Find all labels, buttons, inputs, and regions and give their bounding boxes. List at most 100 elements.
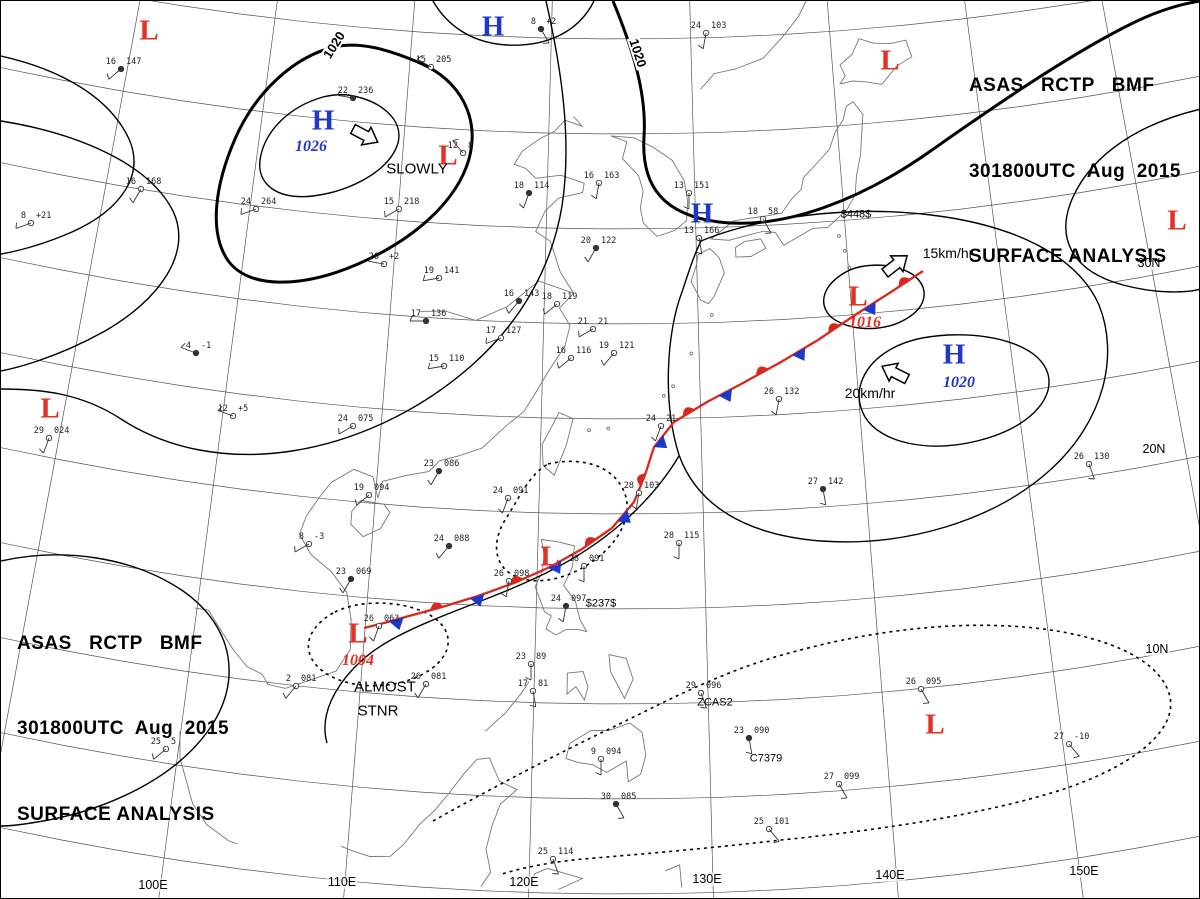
wind-barb-tick xyxy=(414,692,419,699)
wind-barb-tick xyxy=(525,677,532,681)
island-dot xyxy=(587,428,591,433)
station-plot: 27 099 xyxy=(824,772,859,799)
wind-barb-tick xyxy=(695,251,702,255)
stationary-front xyxy=(363,270,924,631)
island-dot xyxy=(671,384,675,389)
wind-barb xyxy=(217,410,234,417)
station-temperature: 19 xyxy=(424,266,434,276)
station-temperature: 24 xyxy=(646,414,656,424)
wind-barb xyxy=(15,222,32,229)
wind-barb xyxy=(532,690,537,707)
coastline-luzon xyxy=(534,538,588,636)
station-plot: 30 085 xyxy=(601,792,636,819)
wind-barb xyxy=(544,303,558,315)
station-pressure: 115 xyxy=(684,531,699,541)
wind-barb-tick xyxy=(485,337,487,344)
station-pressure: 21 xyxy=(598,317,608,327)
wind-barb xyxy=(285,685,297,699)
station-temperature: 25 xyxy=(754,817,764,827)
wind-barb-tick xyxy=(15,222,17,229)
station-pressure: 127 xyxy=(506,326,521,336)
front-warm-marker xyxy=(756,366,769,376)
station-pressure: 096 xyxy=(706,681,721,691)
station-temperature: 17 xyxy=(486,326,496,336)
station-pressure: 094 xyxy=(374,483,389,493)
station-pressure: 122 xyxy=(601,236,616,246)
station-plot: 28 091 xyxy=(569,554,604,583)
wind-barb-tick xyxy=(427,479,432,486)
station-plot: 26 130 xyxy=(1074,452,1109,480)
wind-barb-tick xyxy=(840,797,848,799)
wind-barb-tick xyxy=(698,44,704,50)
station-temperature: 24 xyxy=(691,21,701,31)
station-plot: 17 136 xyxy=(409,309,446,325)
wind-barb-tick xyxy=(422,274,426,281)
station-pressure: +21 xyxy=(36,211,51,221)
grid-parallel xyxy=(1,352,1199,420)
station-temperature: 2 xyxy=(286,674,291,684)
wind-barb-tick xyxy=(764,232,772,234)
wind-barb-tick xyxy=(631,504,637,510)
front-warm-marker xyxy=(637,473,646,487)
isobar-left-ridge-b xyxy=(1,55,135,255)
title-line-1: ASAS RCTP BMF xyxy=(968,75,1155,96)
wind-barb xyxy=(822,488,827,505)
station-plot: 28 103 xyxy=(624,481,659,510)
station-plot: 17 127 xyxy=(485,326,521,344)
coastline-honshu xyxy=(709,101,864,246)
station-pressure: 103 xyxy=(711,21,726,31)
station-plot: 25 114 xyxy=(538,847,573,875)
station-plot: 18 114 xyxy=(514,181,549,209)
station-plot: 24 075 xyxy=(338,414,373,435)
coastline-shikoku xyxy=(735,238,767,258)
chart-title-bottom-left: ASAS RCTP BMF 301800UTC Aug 2015 SURFACE… xyxy=(17,573,229,887)
station-plot: 18 119 xyxy=(542,292,577,315)
station-temperature: 13 xyxy=(684,226,694,236)
station-plot: 27 -10 xyxy=(1054,732,1089,759)
station-pressure: 114 xyxy=(558,847,573,857)
station-pressure: 166 xyxy=(704,226,719,236)
station-temperature: 12 xyxy=(448,141,458,151)
front-warm-marker xyxy=(682,407,695,417)
wind-barb-tick xyxy=(552,873,559,875)
front-cold-marker xyxy=(654,435,668,449)
station-plot: 4 -1 xyxy=(180,341,211,357)
wind-barb xyxy=(578,328,594,338)
wind-barb xyxy=(337,94,354,99)
station-plot: 24 091 xyxy=(493,486,528,514)
front-cold-marker xyxy=(389,617,404,631)
wind-barb-tick xyxy=(578,579,585,583)
station-pressure: -10 xyxy=(1074,732,1089,742)
stationary-front-line xyxy=(363,270,924,630)
station-plot: 19 121 xyxy=(599,341,634,366)
isobar-east-oval xyxy=(667,210,1109,543)
station-temperature: 16 xyxy=(556,346,566,356)
isobar-left-ridge-a xyxy=(1,120,180,372)
station-temperature: 12 xyxy=(218,404,228,414)
isobar-front-south xyxy=(324,455,680,744)
island-dot xyxy=(842,248,847,253)
station-plot: 12 8 xyxy=(448,138,473,157)
station-pressure: 141 xyxy=(444,266,459,276)
wind-barb-tick xyxy=(584,256,589,263)
station-pressure: 081 xyxy=(431,672,446,682)
station-temperature: 16 xyxy=(584,171,594,181)
grid-parallel xyxy=(1,732,1199,800)
station-pressure: 063 xyxy=(384,614,399,624)
movement-arrow xyxy=(880,255,909,278)
coastline-borneo xyxy=(341,757,518,888)
wind-barb-tick xyxy=(409,315,413,322)
station-temperature: 18 xyxy=(542,292,552,302)
wind-barb xyxy=(655,425,662,442)
station-temperature: 13 xyxy=(674,181,684,191)
station-plot: 16 143 xyxy=(504,289,539,314)
station-pressure: 114 xyxy=(534,181,549,191)
station-plot: 24 097 xyxy=(551,594,586,623)
front-warm-marker xyxy=(430,602,444,611)
station-temperature: 19 xyxy=(354,483,364,493)
station-plot: 29 024 xyxy=(34,426,69,454)
front-cold-marker xyxy=(548,560,562,574)
station-temperature: 15 xyxy=(429,354,439,364)
station-pressure: 119 xyxy=(562,292,577,302)
wind-barb xyxy=(452,140,464,154)
